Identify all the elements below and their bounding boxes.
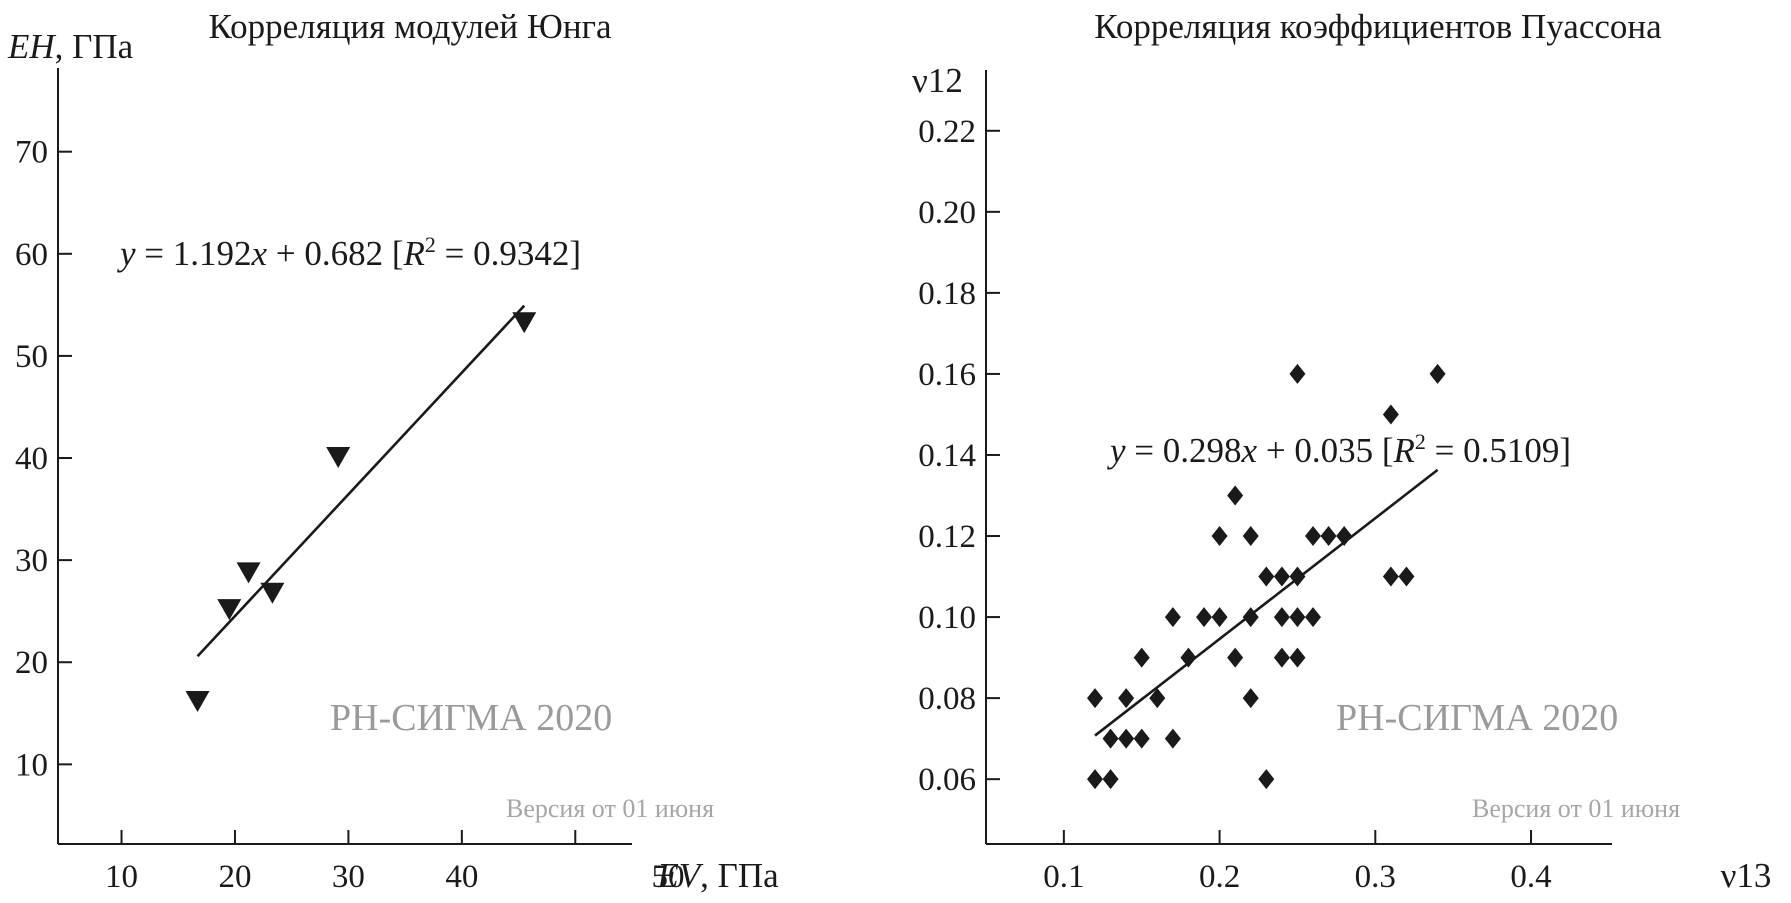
y-tick-label: 0.08 <box>918 681 976 717</box>
data-point <box>1227 647 1244 668</box>
x-tick-label: 0.3 <box>1355 859 1396 895</box>
data-point <box>1102 769 1119 790</box>
x-tick-label: 10 <box>105 859 138 895</box>
data-point <box>1242 688 1259 709</box>
version-note: Версия от 01 июня <box>1472 794 1680 823</box>
data-point <box>185 691 210 713</box>
data-point <box>1118 688 1135 709</box>
data-point <box>1164 607 1181 628</box>
data-point <box>326 447 351 468</box>
watermark: РН-СИГМА 2020 <box>1336 697 1618 739</box>
data-point <box>512 312 537 334</box>
y-tick-label: 0.18 <box>918 276 976 312</box>
data-point <box>1118 728 1135 749</box>
y-tick-label: 40 <box>15 441 48 477</box>
young-modulus-chart: Корреляция модулей Юнга EH, ГПа 10 20 30 40… <box>7 7 779 895</box>
data-point <box>1320 526 1337 547</box>
poisson-ratio-chart: Корреляция коэффициентов Пуассона ν12 0.… <box>912 7 1771 895</box>
data-point <box>1336 526 1353 547</box>
y-tick-label: 0.20 <box>918 195 976 231</box>
data-point <box>1149 688 1166 709</box>
x-tick-label: 40 <box>445 859 478 895</box>
chart-title: Корреляция модулей Юнга <box>209 7 612 46</box>
data-point <box>1289 647 1306 668</box>
x-axis-label: ν13 <box>1721 856 1772 895</box>
data-point <box>1133 728 1150 749</box>
trend-line <box>1094 468 1439 737</box>
data-point <box>1382 566 1399 587</box>
data-point <box>1305 526 1322 547</box>
y-tick-label: 20 <box>15 645 48 681</box>
data-point <box>1164 728 1181 749</box>
y-tick-label: 50 <box>15 339 48 375</box>
data-point <box>1289 566 1306 587</box>
y-tick-label: 70 <box>15 135 48 171</box>
data-point <box>1382 404 1399 425</box>
y-tick-label: 0.22 <box>918 114 976 150</box>
regression-equation: y = 1.192x + 0.682 [R2 = 0.9342] <box>117 232 581 273</box>
regression-equation: y = 0.298x + 0.035 [R2 = 0.5109] <box>1107 429 1571 470</box>
version-note: Версия от 01 июня <box>506 794 714 823</box>
y-axis-label: EH, ГПа <box>7 27 134 66</box>
data-point <box>236 562 261 584</box>
y-axis-label: ν12 <box>912 61 963 100</box>
x-tick-label: 20 <box>218 859 251 895</box>
data-point <box>1273 607 1290 628</box>
chart-title: Корреляция коэффициентов Пуассона <box>1094 7 1662 46</box>
x-tick-label: 0.1 <box>1043 859 1084 895</box>
data-point <box>1133 647 1150 668</box>
y-tick-label: 30 <box>15 543 48 579</box>
y-tick-label: 0.12 <box>918 519 976 555</box>
y-tick-label: 0.16 <box>918 357 976 393</box>
data-point <box>1227 485 1244 506</box>
x-tick-label: 0.4 <box>1510 859 1551 895</box>
data-point <box>1211 526 1228 547</box>
data-point <box>1273 647 1290 668</box>
y-tick-label: 0.06 <box>918 762 976 798</box>
data-point <box>1289 607 1306 628</box>
data-point <box>1087 688 1104 709</box>
data-point <box>260 582 285 604</box>
y-tick-label: 60 <box>15 237 48 273</box>
x-tick-label: 0.2 <box>1199 859 1240 895</box>
data-point <box>1242 607 1259 628</box>
x-axis-label: EV, ГПа <box>656 856 779 895</box>
x-tick-label: 30 <box>332 859 365 895</box>
data-point <box>1102 728 1119 749</box>
data-point <box>1242 526 1259 547</box>
data-point <box>1180 647 1197 668</box>
data-point <box>1087 769 1104 790</box>
data-point <box>1196 607 1213 628</box>
x-tick-label: 50 <box>652 859 685 895</box>
data-point <box>1289 363 1306 384</box>
y-tick-label: 0.10 <box>918 600 976 636</box>
data-point <box>217 599 242 621</box>
data-point <box>1429 363 1446 384</box>
data-point <box>1305 607 1322 628</box>
data-point <box>1273 566 1290 587</box>
data-point <box>1398 566 1415 587</box>
data-point <box>1258 566 1275 587</box>
data-point <box>1211 607 1228 628</box>
data-point <box>1258 769 1275 790</box>
y-tick-label: 0.14 <box>918 438 976 474</box>
y-tick-label: 10 <box>15 747 48 783</box>
watermark: РН-СИГМА 2020 <box>330 697 612 739</box>
trend-line <box>196 304 526 658</box>
